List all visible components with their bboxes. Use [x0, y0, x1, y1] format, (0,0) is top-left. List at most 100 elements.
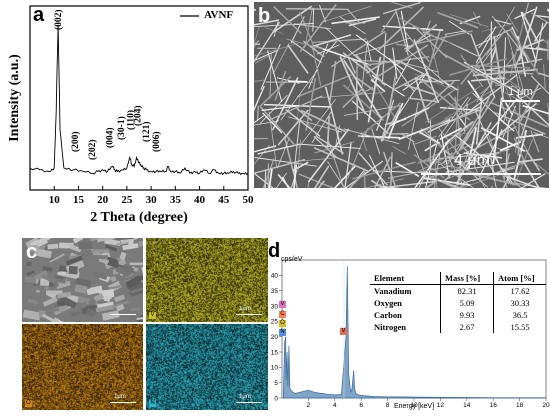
cell-atom: 36.5	[494, 309, 547, 321]
sem-flake	[79, 242, 92, 250]
edx-y-tick-label: 15	[271, 349, 279, 356]
cell-mass: 5.09	[441, 297, 494, 309]
panel-a: (002)(200)(202)(004)(30-1)(110)(204)(121…	[0, 0, 260, 230]
scale-bar-n	[236, 402, 262, 403]
map-tag-o: O	[25, 400, 32, 407]
cell-element: Carbon	[370, 309, 441, 321]
scale-bar-large	[421, 173, 541, 175]
table-row: Vanadium 82.31 17.62	[370, 285, 546, 298]
xrd-legend-text: AVNF	[204, 9, 233, 21]
edx-y-tick-label: 0	[274, 395, 278, 402]
xrd-peak-label: (202)	[87, 139, 98, 160]
edx-tag-c: C	[279, 311, 286, 318]
panel-c: V 1μm O 1μm N 1μm c	[22, 238, 268, 410]
sem-flake	[130, 263, 143, 265]
scale-text-large: 4 μm	[454, 152, 490, 170]
cell-element: Vanadium	[370, 285, 441, 298]
nanofiber	[288, 81, 307, 82]
edx-y-tick-label: 40	[271, 273, 279, 280]
xrd-x-tick-label: 25	[121, 194, 133, 206]
map-tag-v: V	[149, 312, 156, 319]
panel-letter-c: c	[26, 242, 37, 262]
xrd-x-tick-label: 45	[218, 194, 230, 206]
xrd-peak-label: (004)	[104, 127, 115, 148]
table-header-row: Element Mass [%] Atom [%]	[370, 272, 546, 285]
xrd-peak-labels: (002)(200)(202)(004)(30-1)(110)(204)(121…	[53, 9, 162, 160]
sem-flake	[47, 244, 58, 250]
xrd-x-tick-label: 35	[170, 194, 182, 206]
scale-text-n: 1μm	[239, 394, 251, 400]
panel-letter-b: b	[258, 6, 270, 26]
table-row: Nitrogen 2.67 15.55	[370, 321, 546, 333]
panel-letter-d: d	[268, 241, 280, 261]
xrd-peak-label: (006)	[151, 131, 162, 152]
sem-nanofibers	[254, 2, 549, 188]
cell-atom: 15.55	[494, 321, 547, 333]
xrd-y-label: Intensity (a.u.)	[7, 43, 23, 153]
edx-results-table: Element Mass [%] Atom [%] Vanadium 82.31…	[370, 272, 546, 333]
cell-mass: 82.31	[441, 285, 494, 298]
scale-bar-v	[236, 314, 262, 315]
col-header-element: Element	[370, 272, 441, 285]
edx-y-tick-label: 25	[271, 319, 279, 326]
xrd-x-tick-label: 50	[243, 194, 255, 206]
map-tag-n: N	[149, 400, 156, 407]
xrd-x-tick-label: 20	[97, 194, 109, 206]
edx-tag-v: V	[340, 328, 347, 335]
edx-tag-o: O	[279, 320, 286, 327]
xrd-x-tick-label: 30	[146, 194, 158, 206]
xrd-x-tick-label: 40	[194, 194, 206, 206]
xrd-x-label: 2 Theta (degree)	[30, 210, 248, 226]
xrd-peak-label: (200)	[70, 131, 81, 152]
cell-mass: 2.67	[441, 321, 494, 333]
xrd-x-tick-label: 10	[49, 194, 61, 206]
edx-tag-v-low: V	[279, 301, 286, 308]
sem-texture	[22, 238, 143, 322]
nitrogen-map: N 1μm	[146, 324, 268, 410]
sem-flake	[44, 286, 49, 291]
oxygen-map: O 1μm	[22, 324, 143, 410]
col-header-mass: Mass [%]	[441, 272, 494, 285]
cell-atom: 17.62	[494, 285, 547, 298]
sem-flake	[139, 241, 143, 247]
table-row: Carbon 9.93 36.5	[370, 309, 546, 321]
nanofiber	[265, 169, 266, 188]
panel-letter-a: a	[33, 5, 44, 25]
panel-b-sem-image: b 1 μm 4 μm	[254, 2, 549, 188]
scale-text-o: 1μm	[114, 394, 126, 400]
xrd-peak-label: (121)	[141, 121, 152, 142]
nanofiber	[357, 78, 358, 120]
cell-element: Oxygen	[370, 297, 441, 309]
scale-bar-small	[502, 100, 540, 102]
edx-y-tick-label: 30	[271, 303, 279, 310]
nanofiber	[286, 9, 348, 10]
sem-flake	[92, 255, 107, 259]
xrd-peak-label: (002)	[53, 9, 64, 30]
xrd-series-line	[30, 25, 248, 175]
sem-flake	[69, 266, 78, 274]
cell-atom: 30.33	[494, 297, 547, 309]
edx-y-tick-label: 10	[271, 365, 279, 372]
nanofiber	[258, 106, 259, 121]
scale-text-v: 1μm	[239, 306, 251, 312]
xrd-x-tick-label: 15	[73, 194, 85, 206]
table-row: Oxygen 5.09 30.33	[370, 297, 546, 309]
edx-y-tick-label: 5	[274, 380, 278, 387]
scale-text-small: 1 μm	[508, 86, 533, 98]
edx-y-tick-label: 35	[271, 288, 279, 295]
cell-element: Nitrogen	[370, 321, 441, 333]
sem-map-image	[22, 238, 143, 322]
xrd-chart: (002)(200)(202)(004)(30-1)(110)(204)(121…	[0, 0, 260, 230]
col-header-atom: Atom [%]	[494, 272, 547, 285]
edx-y-tick-label: 20	[271, 334, 279, 341]
edx-y-label: cps/eV	[281, 256, 302, 263]
edx-x-label: Energy [keV]	[282, 403, 546, 410]
sem-flake	[128, 239, 134, 246]
scale-bar-c1	[110, 314, 136, 315]
cell-mass: 9.93	[441, 309, 494, 321]
vanadium-map: V 1μm	[146, 238, 268, 322]
edx-tag-n: N	[279, 329, 286, 336]
scale-bar-o	[110, 402, 136, 403]
xrd-x-ticks	[54, 186, 248, 190]
